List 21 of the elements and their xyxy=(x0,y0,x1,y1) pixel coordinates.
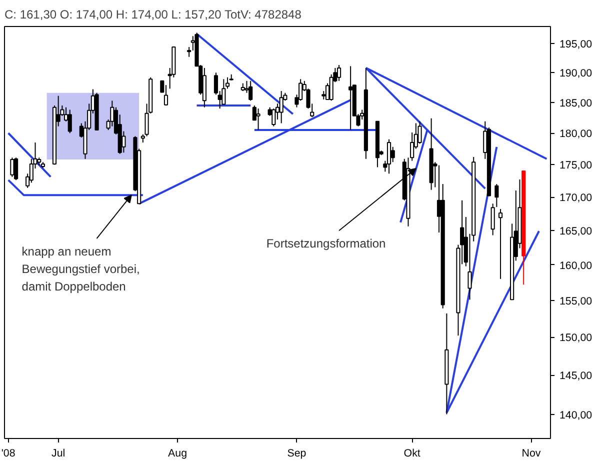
x-tick-label: Okt xyxy=(404,448,420,460)
x-tick-label: '08 xyxy=(1,448,16,460)
y-tick-label: 180,00 xyxy=(560,128,592,140)
y-tick-label: 185,00 xyxy=(560,97,592,110)
y-tick-label: 195,00 xyxy=(560,38,592,51)
y-tick-label: 160,00 xyxy=(560,260,592,272)
y-tick-label: 150,00 xyxy=(560,332,592,344)
x-tick-label: Sep xyxy=(287,448,306,460)
y-tick-label: 145,00 xyxy=(560,370,592,382)
annotation: Fortsetzungsformation xyxy=(266,236,386,251)
x-tick-label: Jul xyxy=(52,448,66,460)
annotation: knapp an neuem Bewegungstief vorbei, damit Doppelboden xyxy=(22,244,140,294)
y-tick-label: 190,00 xyxy=(560,68,592,80)
x-tick-label: Nov xyxy=(522,448,542,460)
chart-title: C: 161,30 O: 174,00 H: 174,00 L: 157,20 TotV: 4782848 xyxy=(4,8,302,22)
y-tick-label: 175,00 xyxy=(560,160,592,172)
x-tick-label: Aug xyxy=(168,448,188,460)
y-tick-label: 170,00 xyxy=(560,192,592,204)
y-tick-label: 155,00 xyxy=(560,295,592,308)
y-tick-label: 140,00 xyxy=(560,409,592,422)
y-tick-label: 165,00 xyxy=(560,225,592,238)
